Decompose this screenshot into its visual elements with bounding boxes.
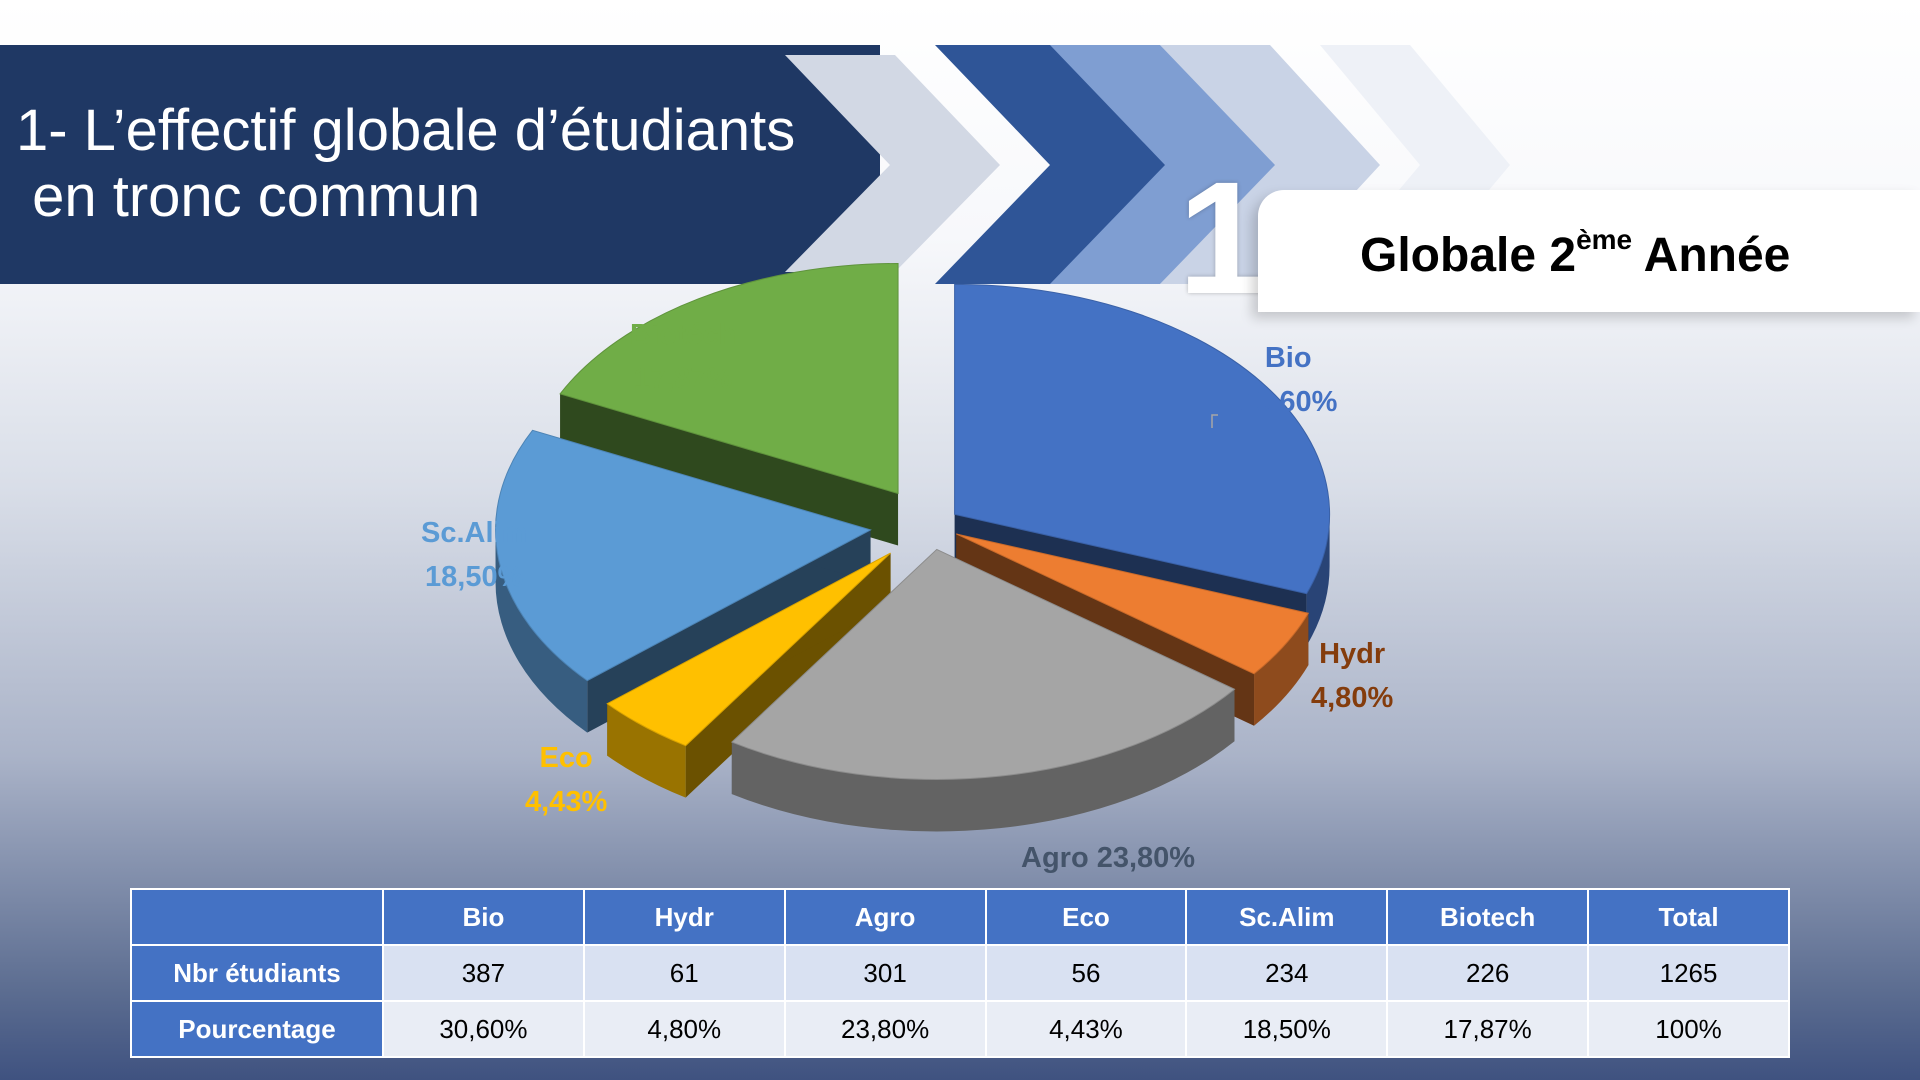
pie-slice-rim [1254, 613, 1309, 726]
table-row: Pourcentage 30,60% 4,80% 23,80% 4,43% 18… [130, 1000, 1790, 1058]
table-row: Nbr étudiants 387 61 301 56 234 226 1265 [130, 944, 1790, 1002]
pie-slice-biot-ch [559, 263, 899, 495]
pie-leader-line [1211, 414, 1218, 428]
table-cell: 4,43% [984, 1000, 1188, 1058]
table-cell: 23,80% [783, 1000, 987, 1058]
table-header-cell: Biotech [1386, 888, 1590, 946]
pie-label-name: Bio [1264, 342, 1312, 374]
table-header-cell: Sc.Alim [1185, 888, 1389, 946]
row-label: Nbr étudiants [130, 944, 384, 1002]
chevron-arrows-decoration [785, 45, 1510, 284]
pie-label-percent: 18,50% [425, 561, 524, 593]
row-label: Pourcentage [130, 1000, 384, 1058]
pie-label-name: Biotéch [630, 319, 737, 351]
subtitle: Globale 2ème Année [1360, 226, 1791, 284]
slide-title: 1- L’effectif globale d’étudiants en tro… [16, 98, 796, 229]
table-cell: 4,80% [582, 1000, 786, 1058]
pie-label-percent: 23,80% [1096, 842, 1196, 874]
table-header-row: Bio Hydr Agro Eco Sc.Alim Biotech Total [130, 888, 1790, 946]
pie-slice-rim [607, 703, 686, 798]
table-cell: 30,60% [382, 1000, 585, 1058]
pie-label-hydr: Hydr 4,80% [1311, 632, 1393, 720]
subtitle-box [1258, 190, 1920, 312]
table-header-cell: Bio [382, 888, 585, 946]
table-cell: 56 [984, 944, 1188, 1002]
table-cell: 387 [382, 944, 585, 1002]
pie-label-percent: 4,80% [1311, 682, 1394, 714]
pie-label-name: Hydr [1319, 638, 1386, 670]
title-band [0, 45, 880, 284]
table-cell: 61 [582, 944, 786, 1002]
data-table: Bio Hydr Agro Eco Sc.Alim Biotech Total … [130, 888, 1790, 1058]
table-header-cell [130, 888, 384, 946]
pie-label-percent: 30,60% [1239, 386, 1338, 418]
table-cell: 100% [1587, 1000, 1790, 1058]
pie-chart [495, 263, 1331, 832]
pie-label-name: Agro [1021, 842, 1089, 874]
subtitle-main: Globale 2 [1360, 229, 1577, 282]
pie-label-bio: Bio 30,60% [1239, 336, 1337, 424]
pie-slice-rim [1306, 514, 1330, 646]
table-cell: 17,87% [1386, 1000, 1590, 1058]
pie-label-percent: 17,87% [633, 363, 733, 395]
table-cell: 234 [1185, 944, 1389, 1002]
subtitle-sup: ème [1576, 224, 1633, 255]
pie-slice-wall [560, 393, 899, 546]
pie-slice-side [560, 393, 899, 546]
pie-slice-rim [495, 529, 588, 733]
chevron-1 [785, 55, 1000, 272]
table-cell: 301 [783, 944, 987, 1002]
pie-label-sc-alim: Sc.Alim 18,50% [421, 511, 527, 599]
pie-label-percent: 4,43% [525, 786, 608, 818]
pie-label-name: Eco [539, 742, 593, 774]
pie-slice-rim [731, 689, 1235, 832]
table-cell: 18,50% [1185, 1000, 1389, 1058]
table-cell: 226 [1386, 944, 1590, 1002]
pie-slice-agro [730, 548, 1236, 780]
pie-slice-bio [954, 283, 1331, 595]
pie-label-name: Sc.Alim [421, 517, 528, 549]
pie-label-eco: Eco 4,43% [525, 736, 607, 824]
table-cell: 1265 [1587, 944, 1790, 1002]
table-header-cell: Agro [783, 888, 987, 946]
pie-slice-eco [606, 552, 891, 747]
subtitle-end: Année [1632, 229, 1791, 282]
pie-slice-hydr [956, 533, 1310, 675]
chevron-2 [935, 45, 1165, 284]
pie-label-biot-ch: Biotéch 17,87% [630, 313, 736, 401]
slide-number: 1 [1178, 148, 1267, 327]
table-header-cell: Eco [984, 888, 1188, 946]
table-header-cell: Hydr [582, 888, 786, 946]
pie-slice-sc-alim [495, 429, 872, 682]
table-header-cell: Total [1587, 888, 1790, 946]
pie-label-agro: Agro 23,80% [1021, 836, 1195, 880]
